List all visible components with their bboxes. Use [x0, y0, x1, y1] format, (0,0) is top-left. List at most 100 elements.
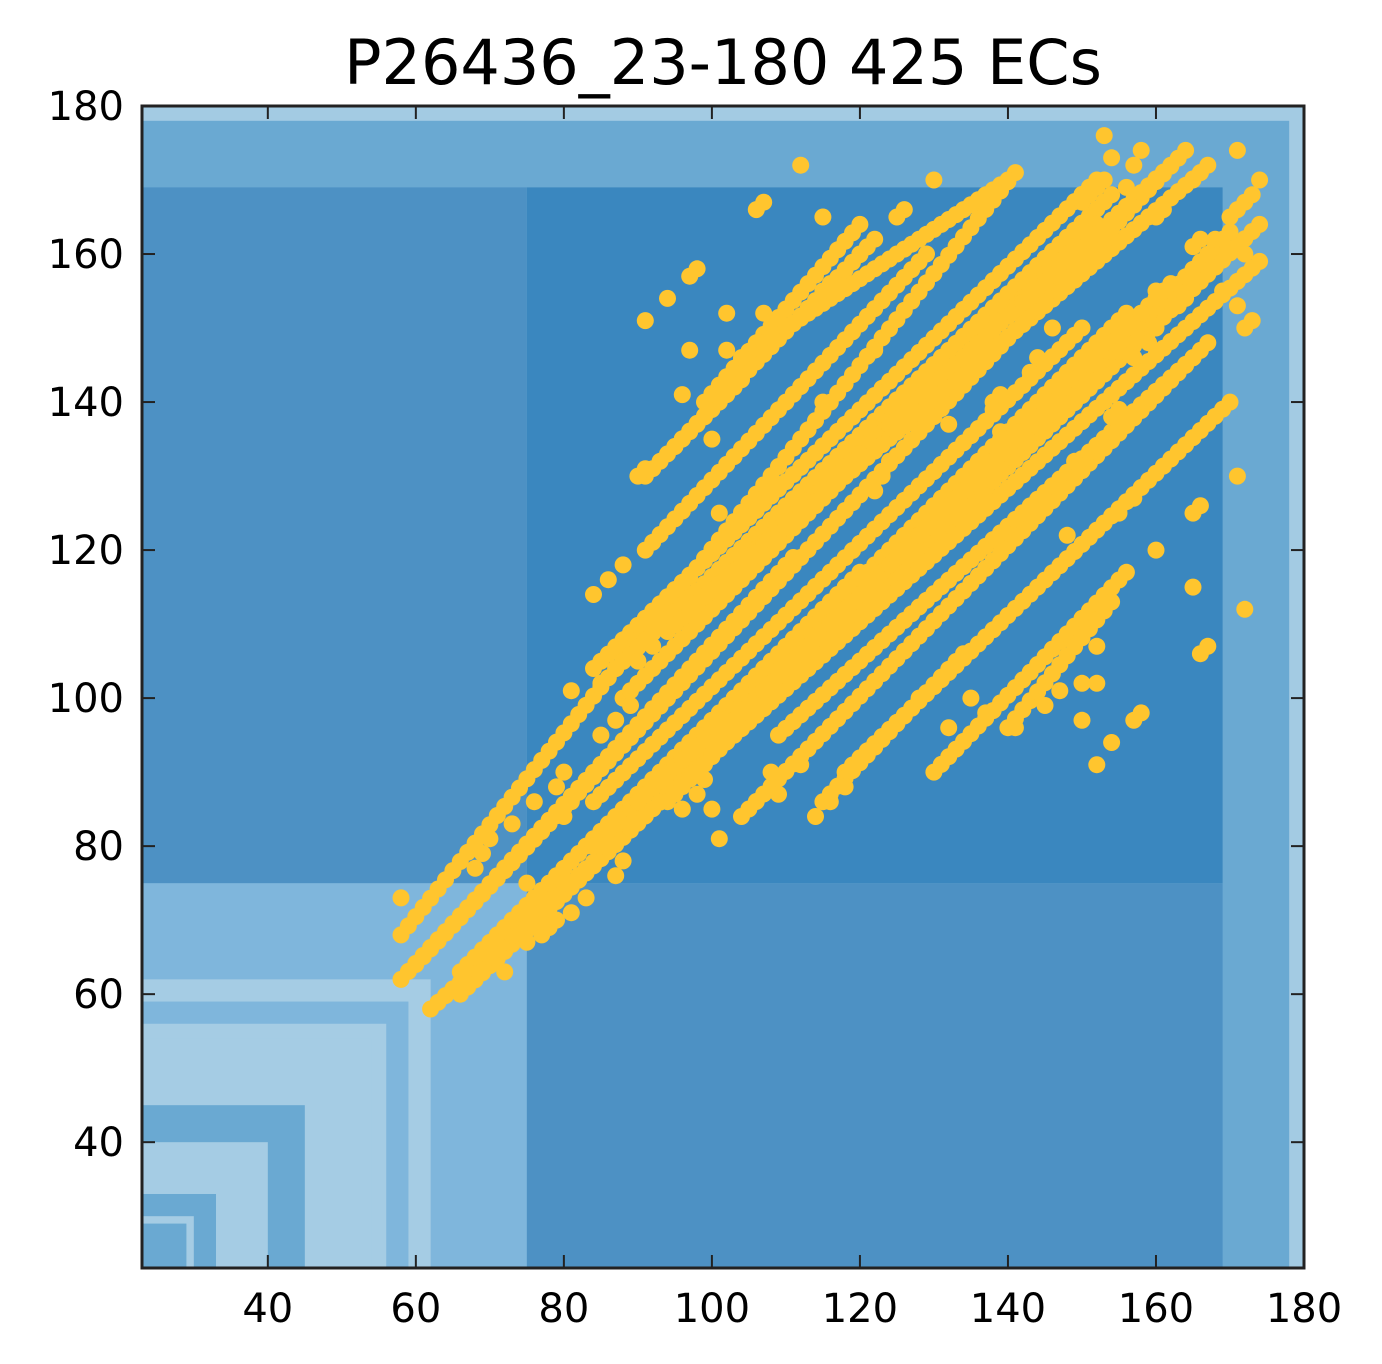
contact-point: [1029, 349, 1047, 367]
contact-point: [1147, 319, 1165, 337]
contact-point: [821, 275, 839, 293]
domain-block-1: [142, 187, 527, 884]
y-tick-label: 180: [48, 84, 124, 130]
contact-point: [925, 171, 943, 189]
contact-point: [481, 948, 499, 966]
contact-point: [1147, 282, 1165, 300]
contact-point: [1214, 282, 1232, 300]
domain-square-12: [142, 1223, 187, 1268]
contact-point: [1199, 637, 1217, 655]
contact-point: [851, 215, 869, 233]
plot-frame: [140, 104, 1306, 1270]
contact-point: [770, 785, 787, 803]
contact-point: [962, 689, 980, 707]
contact-point: [1236, 600, 1254, 618]
contact-point: [851, 445, 869, 463]
contact-point: [1206, 230, 1224, 248]
contact-point: [614, 556, 632, 574]
contact-point: [1036, 393, 1054, 411]
contact-point: [1073, 674, 1091, 692]
contact-point: [1006, 719, 1024, 737]
contact-point: [718, 341, 736, 359]
contact-point: [1177, 141, 1195, 159]
y-tick-label: 120: [48, 528, 124, 574]
contact-point: [592, 726, 610, 744]
contact-point: [555, 808, 573, 825]
contact-point: [1073, 356, 1091, 374]
contact-point: [1043, 319, 1061, 337]
contact-point: [1132, 704, 1150, 722]
x-tick-label: 40: [242, 1286, 293, 1332]
contact-point: [1221, 393, 1239, 411]
x-tick-label: 160: [1118, 1286, 1194, 1332]
chart-title: P26436_23-180 425 ECs: [344, 26, 1102, 99]
plot-area: [142, 106, 1304, 1268]
x-tick-label: 60: [390, 1286, 441, 1332]
contact-point: [925, 497, 943, 515]
contact-point: [636, 460, 654, 478]
contact-point: [518, 874, 536, 892]
contact-point: [636, 312, 654, 330]
contact-point: [577, 889, 595, 907]
contact-point: [1066, 452, 1084, 470]
contact-point: [1125, 489, 1143, 507]
y-tick-label: 40: [73, 1120, 124, 1166]
contact-point: [1191, 497, 1209, 515]
contact-point: [918, 519, 935, 537]
contact-point: [977, 704, 995, 722]
contact-point: [1162, 275, 1180, 293]
contact-point: [1251, 171, 1269, 189]
contact-point: [1103, 593, 1121, 611]
contact-point: [755, 304, 773, 322]
contact-point: [607, 867, 625, 885]
contact-point: [1251, 215, 1269, 233]
contact-point: [955, 482, 972, 500]
contact-point: [466, 859, 484, 877]
contact-point: [1006, 423, 1024, 441]
contact-point: [585, 586, 602, 603]
contact-point: [784, 549, 802, 566]
y-tick-label: 100: [48, 676, 124, 722]
contact-point: [1088, 674, 1106, 692]
contact-point: [821, 793, 839, 811]
contact-point: [562, 904, 580, 922]
contact-point: [1036, 697, 1054, 714]
contact-point: [1132, 304, 1150, 322]
x-tick-label: 180: [1266, 1286, 1342, 1332]
contact-point: [673, 800, 691, 818]
contact-point: [1103, 734, 1121, 751]
contact-point: [918, 245, 935, 263]
contact-point: [1243, 312, 1261, 330]
contact-point: [1058, 526, 1076, 544]
contact-point: [548, 778, 565, 796]
contact-point: [1117, 178, 1135, 196]
contact-point: [999, 171, 1017, 189]
contact-point: [629, 652, 647, 670]
contact-point: [977, 452, 995, 470]
contact-point: [503, 815, 521, 833]
contact-point: [592, 674, 610, 692]
contact-point: [562, 793, 580, 811]
x-tick-label: 80: [538, 1286, 589, 1332]
contact-point: [673, 386, 691, 404]
contact-point: [1088, 756, 1106, 774]
contact-point: [1088, 637, 1106, 655]
contact-point: [1073, 711, 1091, 729]
contact-point: [688, 785, 706, 803]
contact-point: [599, 571, 617, 589]
contact-point: [747, 201, 765, 219]
contact-point: [1251, 252, 1269, 270]
contact-point: [1132, 141, 1150, 159]
contact-point: [703, 430, 721, 448]
contact-point: [1021, 363, 1039, 381]
contact-point: [814, 393, 832, 411]
y-tick-label: 140: [48, 380, 124, 426]
contact-point: [525, 793, 543, 811]
contact-point: [607, 711, 625, 729]
contact-point: [910, 689, 928, 707]
contact-point: [1243, 186, 1261, 204]
contact-point: [688, 260, 706, 278]
contact-point: [1125, 349, 1143, 367]
x-tick-label: 100: [674, 1286, 750, 1332]
contact-point: [1110, 401, 1128, 418]
